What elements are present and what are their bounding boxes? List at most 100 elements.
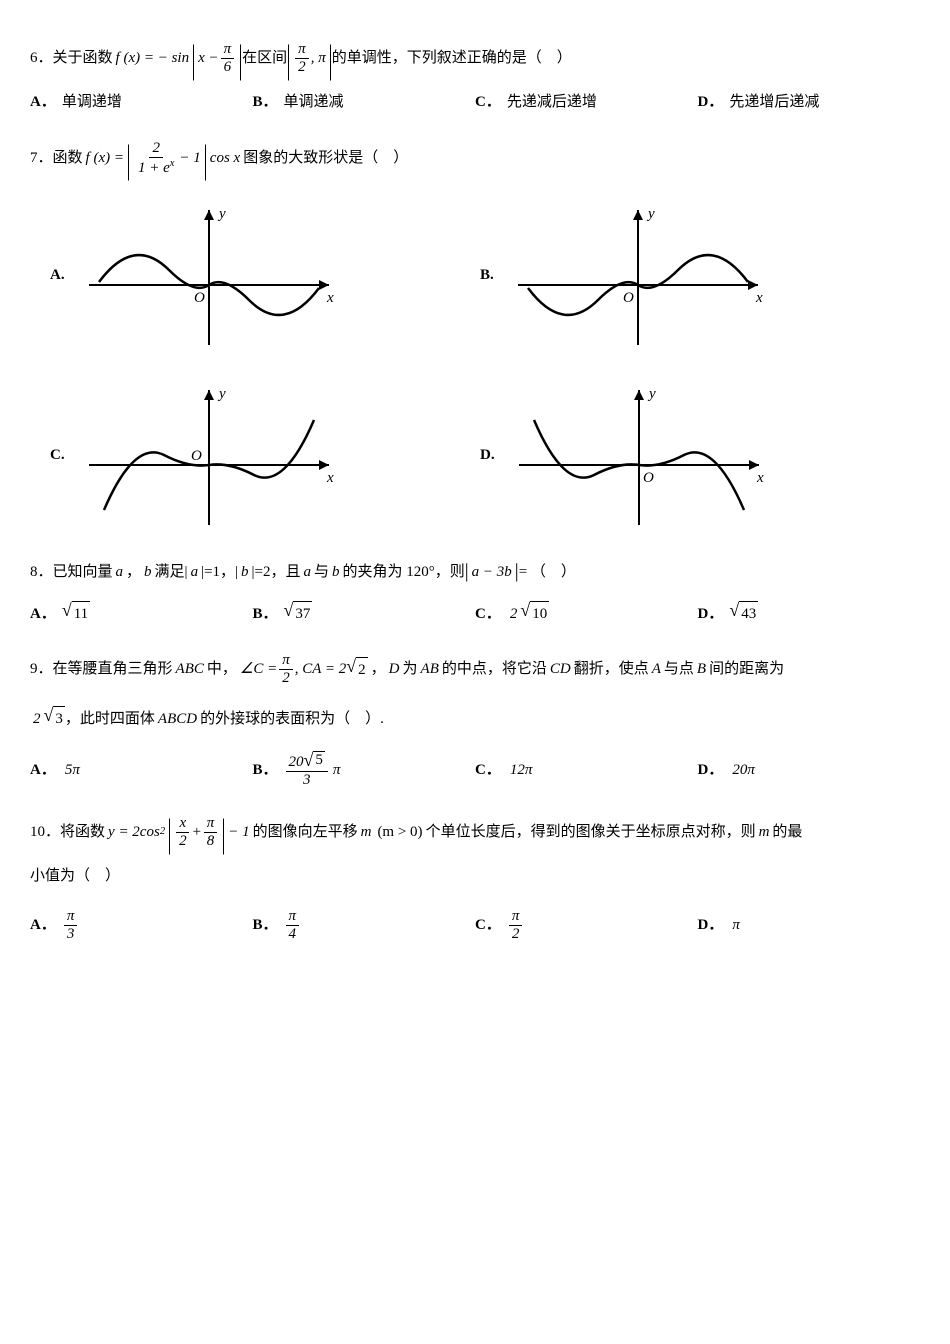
lp <box>169 819 170 855</box>
c: 20 <box>289 754 304 770</box>
t6: 翻折，使点 <box>574 657 649 681</box>
pi: π <box>295 41 309 59</box>
q7-stem: 7． 函数 f (x) = 2 1 + ex − 1 cos x 图象的大致形状… <box>30 140 920 176</box>
lparen <box>128 145 129 181</box>
q8-c: C． 2 √10 <box>475 601 698 626</box>
q6-num: 6． <box>30 46 53 70</box>
q6-choice-b: B．单调递减 <box>253 90 476 114</box>
a: A <box>652 657 661 681</box>
o-label: O <box>623 290 634 306</box>
lab: C． <box>475 913 501 937</box>
two: 2 <box>295 59 309 76</box>
q6-fx: f (x) = − sin <box>116 46 190 70</box>
paren: (m > 0) <box>377 820 422 844</box>
frac: 20√5 3 <box>286 751 328 788</box>
q6-c-text: 先递减后递增 <box>507 90 597 114</box>
rp <box>223 819 224 855</box>
t8: 间的距离为 <box>709 657 784 681</box>
rparen <box>205 145 206 181</box>
rad: √ <box>284 601 294 619</box>
label-b: B． <box>253 90 278 114</box>
n: π <box>64 908 78 926</box>
t6: 与 <box>314 560 329 584</box>
den: 3 <box>300 772 314 789</box>
vec-a2: a <box>191 560 199 584</box>
vec-b3: b <box>332 560 340 584</box>
label-b: B. <box>480 263 494 287</box>
x-label: x <box>326 470 334 486</box>
lab: A． <box>30 913 56 937</box>
cd: CD <box>550 657 571 681</box>
q9-line1: 9． 在等腰直角三角形 ABC 中， ∠C = π 2 , CA = 2 √2 … <box>30 652 920 686</box>
x-label: x <box>756 470 764 486</box>
pi8: π 8 <box>204 815 218 849</box>
q6-choice-d: D．先递增后递减 <box>698 90 921 114</box>
pi: π <box>221 41 235 59</box>
q7-fx: f (x) = <box>86 146 124 170</box>
sqrt2: √2 <box>346 657 367 682</box>
graph-c-svg: x y O <box>79 380 339 530</box>
lbracket <box>288 45 289 81</box>
q7-cos: cos x <box>210 146 240 170</box>
ab: AB <box>421 657 439 681</box>
arg: 5 <box>313 751 325 769</box>
q7-num: 7． <box>30 146 53 170</box>
q9-b: B． 20√5 3 π <box>253 751 476 788</box>
rad: √ <box>304 751 314 769</box>
q8-stem: 8． 已知向量 a ， b 满足| a |=1，| b |=2，且 a 与 b … <box>30 556 920 587</box>
x-label: x <box>326 290 334 306</box>
q6-choices: A．单调递增 B．单调递减 C．先递减后递增 D．先递增后递减 <box>30 90 920 114</box>
angle: ∠C = <box>240 657 277 681</box>
t4: 为 <box>403 657 418 681</box>
x2: x 2 <box>176 815 190 849</box>
lab: B． <box>253 758 278 782</box>
vec-a3: a <box>304 560 312 584</box>
six: 6 <box>221 59 235 76</box>
q7-post: 图象的大致形状是（ ） <box>243 146 408 170</box>
q7-graph-a: A. x y O <box>50 200 400 350</box>
arg: 37 <box>293 601 312 626</box>
label-c: C． <box>475 90 501 114</box>
question-6: 6． 关于函数 f (x) = − sin x − π 6 在区间 π 2 , … <box>30 40 920 114</box>
q6-pi6: π 6 <box>221 41 235 75</box>
rad: √ <box>44 706 54 724</box>
y-label: y <box>217 206 226 222</box>
graph-a-svg: x y O <box>79 200 339 350</box>
q10-b: B． π4 <box>253 908 476 942</box>
q6-arg: x − π 6 <box>198 41 236 75</box>
d: 2 <box>509 926 523 943</box>
arg: 2 <box>356 657 368 682</box>
val: 20π <box>732 758 755 782</box>
q6-b-text: 单调递减 <box>284 90 344 114</box>
sqrt: √37 <box>284 601 313 626</box>
q6-pre: 关于函数 <box>53 46 113 70</box>
t1: 已知向量 <box>53 560 113 584</box>
eight: 8 <box>204 833 218 850</box>
m: m <box>361 820 372 844</box>
den-exp: x <box>170 158 175 169</box>
pi: π <box>279 652 293 670</box>
den1: 1 + e <box>138 160 170 176</box>
pi: π <box>204 815 218 833</box>
n: π <box>509 908 523 926</box>
question-8: 8． 已知向量 a ， b 满足| a |=1，| b |=2，且 a 与 b … <box>30 556 920 626</box>
t3: 个单位长度后，得到的图像关于坐标原点对称，则 <box>426 820 756 844</box>
sqrt: √5 <box>304 751 325 769</box>
q6-d-text: 先递增后递减 <box>729 90 819 114</box>
q10-choices: A． π3 B． π4 C． π2 D． π <box>30 908 920 942</box>
arg: 10 <box>530 601 549 626</box>
m1: − 1 <box>228 820 249 844</box>
rad: √ <box>62 601 72 619</box>
question-10: 10． 将函数 y = 2cos2 x 2 + π 8 − 1 的图像向左平移 … <box>30 814 920 942</box>
pi: π <box>333 758 341 782</box>
l2a: ，此时四面体 <box>65 707 155 731</box>
sqrt: √11 <box>62 601 90 626</box>
label-a: A． <box>30 90 56 114</box>
lab: B． <box>253 602 278 626</box>
q9-choices: A．5π B． 20√5 3 π C．12π D．20π <box>30 751 920 788</box>
q8-a: A． √11 <box>30 601 253 626</box>
x-label: x <box>755 290 763 306</box>
question-7: 7． 函数 f (x) = 2 1 + ex − 1 cos x 图象的大致形状… <box>30 140 920 530</box>
t2: 中， <box>207 657 237 681</box>
q6-post: 的单调性，下列叙述正确的是（ ） <box>332 46 572 70</box>
